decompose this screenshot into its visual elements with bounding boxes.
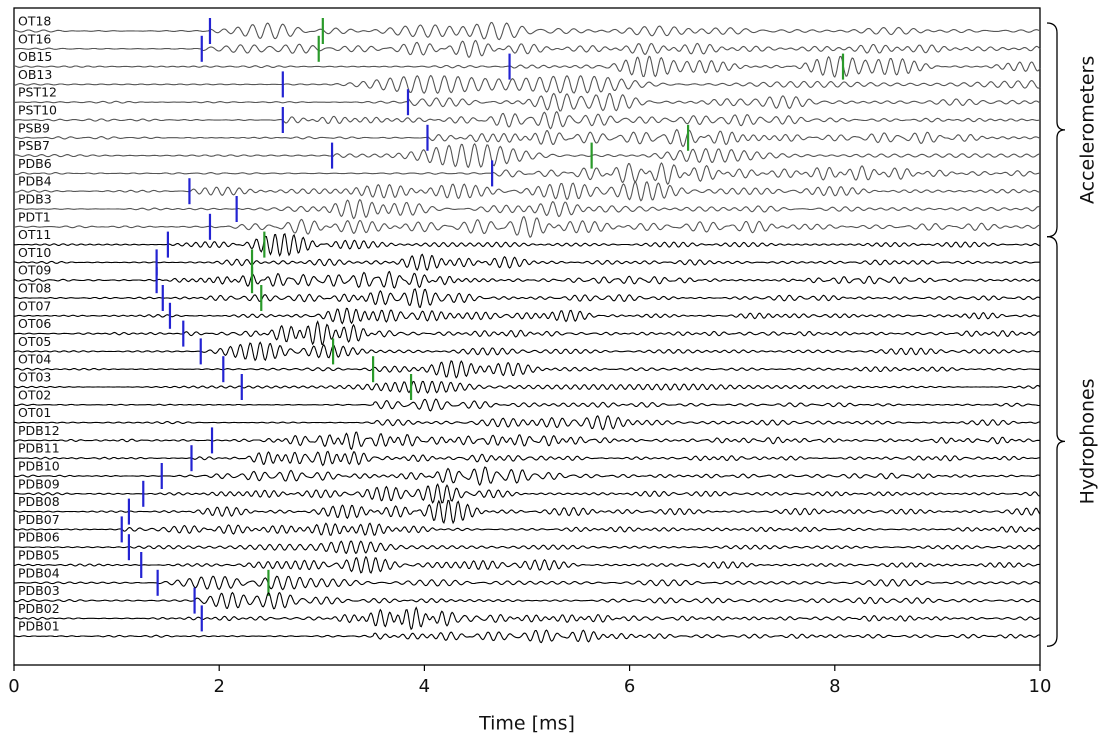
plot-frame bbox=[13, 7, 1041, 666]
trace-label: PSB7 bbox=[18, 138, 50, 153]
trace-label: PDT1 bbox=[18, 209, 51, 224]
x-axis-label: Time [ms] bbox=[478, 713, 575, 735]
waveform bbox=[13, 270, 1041, 289]
waveform bbox=[13, 483, 1041, 504]
waveform bbox=[13, 450, 1040, 467]
trace-label: OT10 bbox=[18, 245, 51, 260]
waveform bbox=[14, 431, 1040, 451]
trace-label: PST12 bbox=[18, 85, 57, 100]
trace-label: OB13 bbox=[18, 67, 52, 82]
group-label: Accelerometers bbox=[1077, 56, 1099, 204]
group-brace bbox=[1046, 235, 1066, 647]
x-tick-label: 6 bbox=[624, 676, 635, 697]
waveform bbox=[13, 398, 1041, 412]
x-tick-label: 8 bbox=[829, 676, 840, 697]
trace-label: PDB09 bbox=[18, 476, 60, 491]
group-brace bbox=[1046, 22, 1066, 238]
group-label: Hydrophones bbox=[1077, 378, 1099, 504]
trace-label: OT07 bbox=[18, 298, 51, 313]
waveform bbox=[13, 233, 1041, 257]
trace-label: OT09 bbox=[18, 263, 51, 278]
waveform bbox=[13, 288, 1041, 308]
waveform bbox=[13, 341, 1041, 362]
waveform bbox=[13, 629, 1041, 644]
waveform bbox=[13, 253, 1040, 271]
trace-label: OB15 bbox=[18, 49, 52, 64]
waveform bbox=[13, 380, 1041, 394]
trace-label: PDB04 bbox=[18, 565, 60, 580]
waveform bbox=[13, 128, 1041, 148]
trace-label: PSB9 bbox=[18, 120, 50, 135]
waveform bbox=[13, 360, 1040, 379]
waveform bbox=[13, 39, 1041, 58]
trace-label: PDB6 bbox=[18, 156, 52, 171]
x-tick-label: 2 bbox=[213, 676, 224, 697]
trace-label: OT18 bbox=[18, 14, 51, 29]
trace-label: PDB01 bbox=[18, 619, 60, 634]
trace-label: PDB12 bbox=[18, 423, 60, 438]
waveform bbox=[13, 466, 1041, 486]
waveform bbox=[13, 555, 1041, 574]
waveform bbox=[13, 522, 1041, 536]
trace-label: PDB10 bbox=[18, 459, 60, 474]
waveform bbox=[13, 591, 1041, 610]
trace-label: OT04 bbox=[18, 352, 51, 367]
waveform bbox=[14, 320, 1041, 346]
trace-label: PST10 bbox=[18, 103, 57, 118]
trace-label: OT06 bbox=[18, 316, 51, 331]
waveform bbox=[14, 575, 1041, 591]
waveform bbox=[13, 540, 1041, 555]
waveform bbox=[13, 499, 1041, 525]
trace-label: PDB4 bbox=[18, 174, 52, 189]
trace-label: OT05 bbox=[18, 334, 51, 349]
trace-label: OT02 bbox=[18, 387, 51, 402]
trace-label: OT01 bbox=[18, 405, 51, 420]
waveform bbox=[14, 307, 1041, 325]
trace-label: PDB05 bbox=[18, 548, 60, 563]
waveform bbox=[13, 21, 1041, 41]
trace-label: PDB03 bbox=[18, 583, 60, 598]
trace-label: PDB02 bbox=[18, 601, 60, 616]
waveform bbox=[14, 198, 1041, 220]
waveform bbox=[13, 162, 1041, 186]
waveform bbox=[13, 110, 1041, 130]
waveform bbox=[13, 414, 1041, 431]
waveform bbox=[13, 143, 1041, 168]
trace-label: OT11 bbox=[18, 227, 51, 242]
waveform bbox=[14, 92, 1041, 112]
trace-label: PDB3 bbox=[18, 192, 52, 207]
trace-label: PDB11 bbox=[18, 441, 60, 456]
waveform bbox=[13, 55, 1041, 78]
trace-label: OT03 bbox=[18, 370, 51, 385]
x-tick-label: 0 bbox=[8, 676, 19, 697]
waveform bbox=[13, 180, 1041, 202]
trace-label: PDB08 bbox=[18, 494, 60, 509]
waveform bbox=[13, 215, 1041, 239]
trace-label: OT08 bbox=[18, 281, 51, 296]
trace-label: PDB06 bbox=[18, 530, 60, 545]
waveform bbox=[13, 74, 1041, 94]
trace-label: OT16 bbox=[18, 31, 51, 46]
trace-label: PDB07 bbox=[18, 512, 60, 527]
waveform bbox=[13, 606, 1040, 631]
x-tick-label: 4 bbox=[419, 676, 430, 697]
x-tick-label: 10 bbox=[1029, 676, 1052, 697]
